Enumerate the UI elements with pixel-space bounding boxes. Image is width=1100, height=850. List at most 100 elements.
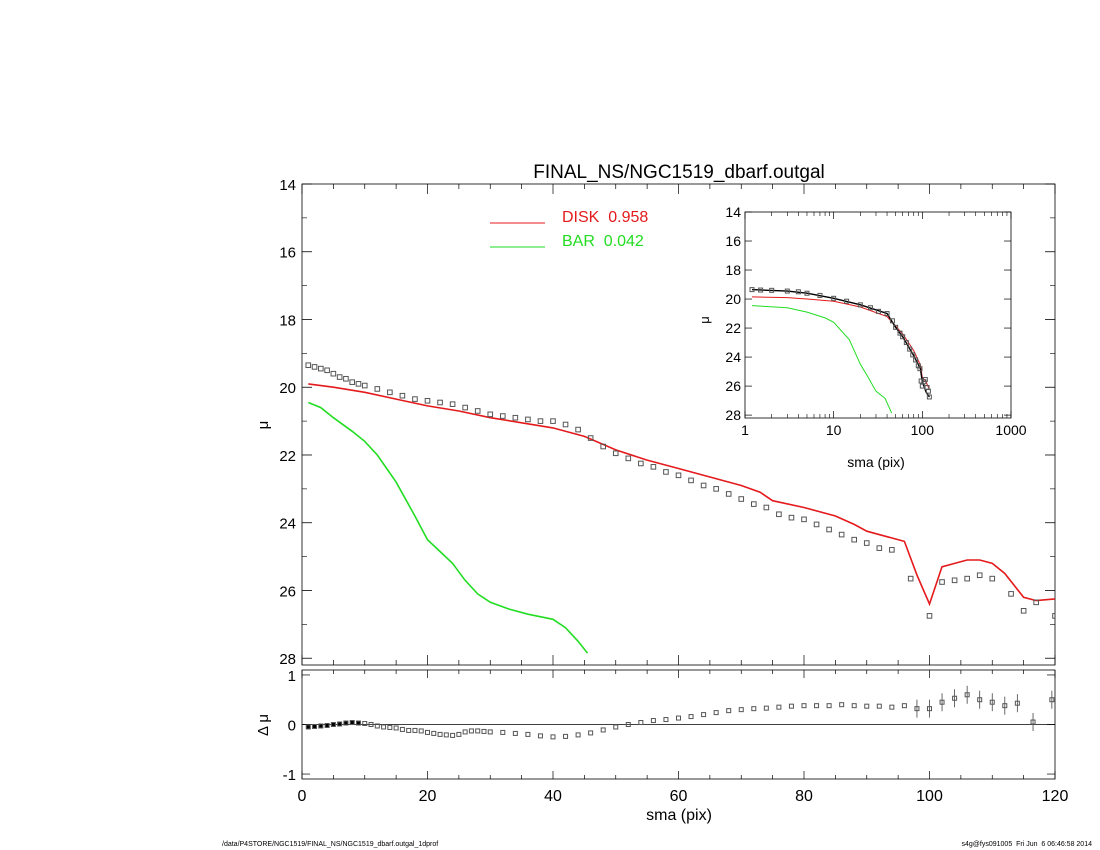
inset-data-point-marker [900, 334, 906, 340]
residual-point-marker [318, 723, 324, 729]
inset-series-group [749, 287, 932, 414]
residual-point-marker [355, 720, 361, 726]
data-point-marker [989, 575, 996, 582]
data-point-marker [725, 491, 732, 497]
data-point-marker [625, 455, 632, 462]
x-tick-label: 60 [670, 788, 688, 805]
inset-x-tick-label: 1000 [995, 422, 1026, 438]
x-tick-label: 80 [795, 788, 813, 805]
data-point-marker [976, 572, 983, 579]
inset-axes: 1 10 100 1000 14 16 18 20 22 24 26 28 [725, 204, 1026, 438]
residual-point-marker [381, 724, 387, 730]
residual-point-marker [851, 703, 857, 709]
main-y-tick-label: 14 [279, 177, 296, 194]
data-point-marker [612, 450, 619, 457]
data-point-marker [1052, 613, 1055, 619]
inset-data-point-marker [758, 287, 764, 293]
main-y-tick-label: 22 [279, 448, 296, 465]
residual-point-marker [330, 722, 336, 727]
data-point-marker [838, 531, 845, 538]
data-point-marker [700, 482, 707, 489]
data-point-marker [663, 469, 669, 475]
x-tick-label: 120 [1042, 788, 1069, 805]
inset-plot-panel: 1 10 100 1000 14 16 18 20 22 24 26 28 μ sma (pix) [697, 204, 1027, 470]
data-point-marker [907, 575, 914, 582]
data-point-marker [318, 365, 324, 372]
inset-data-point-marker [749, 287, 755, 293]
residual-point-marker [418, 728, 424, 734]
residual-point-marker [563, 733, 569, 739]
data-point-marker [650, 464, 657, 470]
residual-point-marker [305, 724, 311, 730]
inset-y-tick-label: 18 [725, 262, 741, 278]
data-point-marker [537, 418, 544, 424]
inset-data-point-marker [857, 302, 863, 308]
inset-disk-line [751, 296, 930, 390]
bar-profile-line [307, 401, 589, 654]
data-point-marker [863, 540, 870, 546]
main-axes: 14 16 18 20 22 24 26 28 [279, 177, 1056, 668]
residual-point-marker [425, 729, 430, 735]
data-point-marker [399, 392, 406, 399]
residual-point-marker [1049, 697, 1055, 703]
inset-y-tick-label: 20 [725, 291, 741, 307]
residual-point-marker [889, 704, 895, 710]
main-series-layer [305, 362, 1055, 654]
inset-data-point-marker [884, 311, 890, 317]
residual-point-marker [550, 734, 556, 740]
residual-point-marker [368, 722, 374, 727]
residual-point-marker [901, 703, 907, 709]
data-point-marker [788, 514, 795, 521]
residual-point-marker [864, 703, 870, 709]
residual-point-marker [349, 720, 355, 726]
inset-data-point-marker [897, 330, 903, 336]
residual-point-marker [814, 703, 820, 709]
data-point-marker [964, 575, 970, 582]
inset-data-point-marker [867, 305, 873, 311]
footer-file-path: /data/P4STORE/NGC1519/FINAL_NS/NGC1519_d… [222, 841, 439, 848]
residual-point-marker [826, 703, 832, 709]
inset-data-point-marker [804, 290, 810, 296]
inset-data-point-marker [875, 308, 881, 314]
data-point-marker [343, 375, 349, 382]
inset-data-point-marker [795, 289, 801, 295]
data-point-marker [412, 396, 418, 402]
data-point-marker [424, 397, 431, 404]
residual-y-tick-label: 1 [288, 668, 296, 685]
main-y-tick-label: 24 [279, 516, 296, 533]
inset-data-point-marker [917, 366, 923, 372]
residual-point-marker [688, 714, 694, 720]
inset-frame [744, 211, 1012, 419]
data-point-marker [738, 496, 745, 502]
inset-y-tick-label: 26 [725, 378, 741, 394]
residual-point-marker [952, 695, 958, 701]
inset-data-point-marker [893, 324, 899, 330]
residual-point-marker [927, 706, 932, 712]
data-point-marker [487, 411, 494, 418]
data-point-marker [324, 367, 330, 374]
residual-point-marker [374, 723, 380, 729]
data-point-marker [1008, 591, 1014, 597]
data-point-marker [462, 404, 468, 411]
residual-point-marker [663, 717, 669, 723]
data-point-marker [575, 426, 581, 433]
data-point-marker [305, 362, 312, 369]
inset-data-point-marker [925, 388, 931, 394]
main-y-tick-label: 18 [279, 312, 296, 329]
residual-point-marker [650, 718, 656, 724]
data-point-marker [776, 511, 782, 518]
inset-data-point-marker [784, 288, 790, 294]
residual-point-marker [324, 722, 330, 728]
residual-axes: 10-10 20 40 60 80 100 120 [283, 668, 1069, 805]
inset-bar-line [751, 305, 893, 414]
data-point-marker [525, 416, 531, 423]
residual-point-marker [788, 703, 794, 709]
residual-point-marker [1014, 700, 1020, 706]
inset-data-point-marker [910, 352, 916, 358]
data-point-marker [374, 386, 381, 392]
data-point-marker [361, 382, 368, 389]
residual-point-marker [512, 730, 518, 736]
residual-point-marker [600, 727, 606, 733]
inset-y-tick-label: 24 [725, 349, 741, 365]
data-point-marker [638, 460, 644, 467]
